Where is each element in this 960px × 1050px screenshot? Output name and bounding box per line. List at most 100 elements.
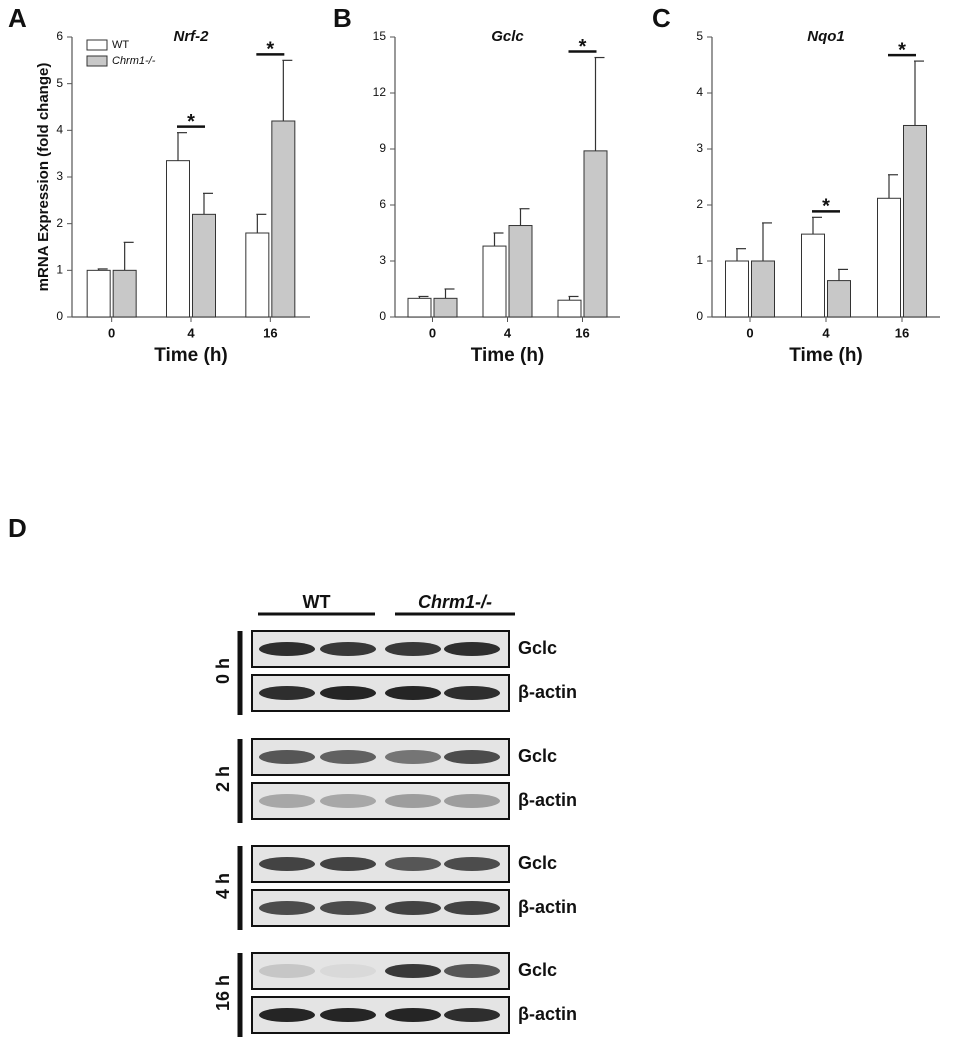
error-bar: [97, 268, 108, 271]
band: [320, 964, 376, 978]
legend-swatch: [86, 55, 108, 67]
band: [320, 750, 376, 764]
y-tick-label: 2: [56, 216, 63, 230]
y-tick-label: 2: [696, 197, 703, 211]
x-tick-label: 0: [108, 325, 115, 340]
significance-label: *: [898, 39, 906, 61]
error-bar: [177, 132, 187, 161]
y-tick-label: 5: [696, 29, 703, 43]
band: [444, 750, 500, 764]
bar: [271, 120, 296, 318]
y-tick-label: 4: [696, 85, 703, 99]
y-tick-label: 0: [56, 309, 63, 323]
band: [259, 857, 315, 871]
bar: [751, 260, 775, 318]
x-tick-label: 4: [187, 325, 195, 340]
bar: [557, 299, 582, 318]
x-tick-label: 16: [575, 325, 589, 340]
x-tick-label: 4: [504, 325, 512, 340]
bar: [482, 245, 507, 318]
x-axis-label: Time (h): [471, 345, 545, 366]
error-bar: [256, 213, 267, 233]
bar: [827, 280, 851, 318]
band: [259, 642, 315, 656]
y-tick-label: 6: [379, 197, 386, 211]
x-axis-label: Time (h): [154, 345, 228, 366]
error-bar: [762, 222, 772, 261]
significance-label: *: [187, 111, 195, 133]
time-label: 16 h: [213, 975, 233, 1011]
band: [385, 686, 441, 700]
band: [444, 1008, 500, 1022]
bar: [407, 297, 432, 318]
y-tick-label: 3: [696, 141, 703, 155]
error-bar: [914, 60, 924, 126]
band: [385, 642, 441, 656]
error-bar: [493, 232, 504, 247]
y-tick-label: 5: [56, 76, 63, 90]
error-bar: [519, 208, 530, 226]
time-label: 0 h: [213, 658, 233, 684]
bar: [192, 213, 216, 318]
error-bar: [838, 268, 848, 281]
band: [385, 901, 441, 915]
y-tick-label: 0: [696, 309, 703, 323]
significance-label: *: [822, 196, 830, 218]
y-tick-label: 9: [379, 141, 386, 155]
y-tick-label: 6: [56, 29, 63, 43]
y-tick-label: 0: [379, 309, 386, 323]
band: [444, 857, 500, 871]
row-label: β-actin: [518, 682, 577, 702]
error-bar: [282, 59, 293, 121]
row-label: Gclc: [518, 746, 557, 766]
error-bar: [594, 56, 605, 151]
bar: [112, 269, 137, 318]
time-label: 4 h: [213, 873, 233, 899]
band: [385, 794, 441, 808]
legend-label: WT: [112, 39, 129, 51]
error-bar: [736, 248, 746, 261]
error-bar: [888, 174, 898, 199]
row-label: Gclc: [518, 638, 557, 658]
band: [259, 750, 315, 764]
chart-title: Nrf-2: [173, 28, 209, 45]
error-bar: [444, 288, 455, 299]
x-axis-label: Time (h): [789, 345, 863, 366]
band: [444, 964, 500, 978]
band: [259, 964, 315, 978]
band: [320, 642, 376, 656]
group-label: Chrm1-/-: [418, 592, 492, 612]
band: [444, 642, 500, 656]
x-tick-label: 4: [822, 325, 830, 340]
bar: [801, 233, 825, 318]
band: [259, 686, 315, 700]
row-label: β-actin: [518, 1004, 577, 1024]
bar: [433, 297, 458, 318]
bar: [508, 225, 533, 318]
band: [444, 901, 500, 915]
bar: [725, 260, 749, 318]
band: [259, 794, 315, 808]
panel-letter: B: [333, 3, 352, 33]
bar: [877, 197, 901, 318]
band: [444, 686, 500, 700]
y-tick-label: 1: [56, 263, 63, 277]
group-label: WT: [303, 592, 331, 612]
y-tick-label: 3: [56, 169, 63, 183]
band: [385, 857, 441, 871]
legend-label: Chrm1-/-: [112, 55, 156, 67]
significance-label: *: [579, 36, 587, 58]
x-tick-label: 16: [263, 325, 277, 340]
y-tick-label: 12: [373, 85, 387, 99]
row-label: Gclc: [518, 853, 557, 873]
band: [320, 686, 376, 700]
error-bar: [812, 216, 822, 235]
panel-letter: D: [8, 513, 27, 543]
band: [259, 1008, 315, 1022]
band: [320, 794, 376, 808]
error-bar: [568, 295, 579, 301]
y-tick-label: 4: [56, 123, 63, 137]
time-label: 2 h: [213, 766, 233, 792]
y-tick-label: 1: [696, 253, 703, 267]
legend-swatch: [86, 39, 108, 51]
